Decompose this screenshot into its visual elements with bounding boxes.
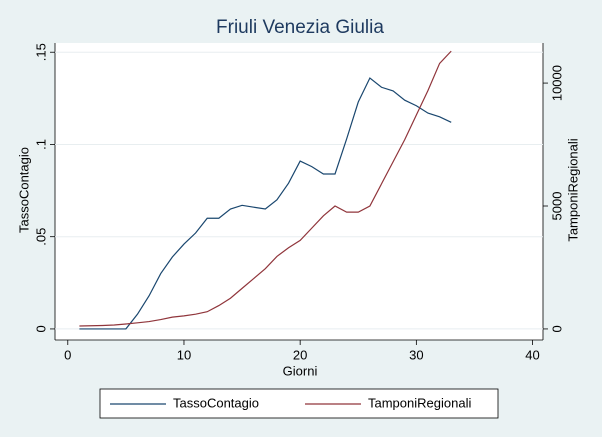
- chart-title: Friuli Venezia Giulia: [216, 17, 384, 38]
- series-line: [79, 77, 452, 330]
- y-tick-label: .1: [33, 139, 48, 150]
- x-tick-label: 0: [64, 347, 71, 362]
- plot-area: [55, 43, 543, 340]
- legend: [99, 388, 499, 419]
- x-tick-label: 30: [409, 347, 423, 362]
- y2-axis-label: TamponiRegionali: [565, 138, 580, 241]
- legend-label: TassoContagio: [173, 395, 259, 410]
- y-axis-label: TassoContagio: [16, 147, 31, 233]
- y-tick-label: 0: [33, 325, 48, 332]
- y2-tick-label: 5000: [549, 192, 564, 221]
- legend-label: TamponiRegionali: [368, 395, 471, 410]
- series-line: [79, 50, 452, 327]
- y2-tick-label: 10000: [549, 65, 564, 101]
- x-tick-label: 40: [525, 347, 539, 362]
- y-tick-label: .15: [33, 43, 48, 61]
- y-tick-label: .05: [33, 228, 48, 246]
- x-tick-label: 20: [293, 347, 307, 362]
- x-axis-label: Giorni: [283, 363, 318, 378]
- x-tick-label: 10: [177, 347, 191, 362]
- y2-tick-label: 0: [549, 325, 564, 332]
